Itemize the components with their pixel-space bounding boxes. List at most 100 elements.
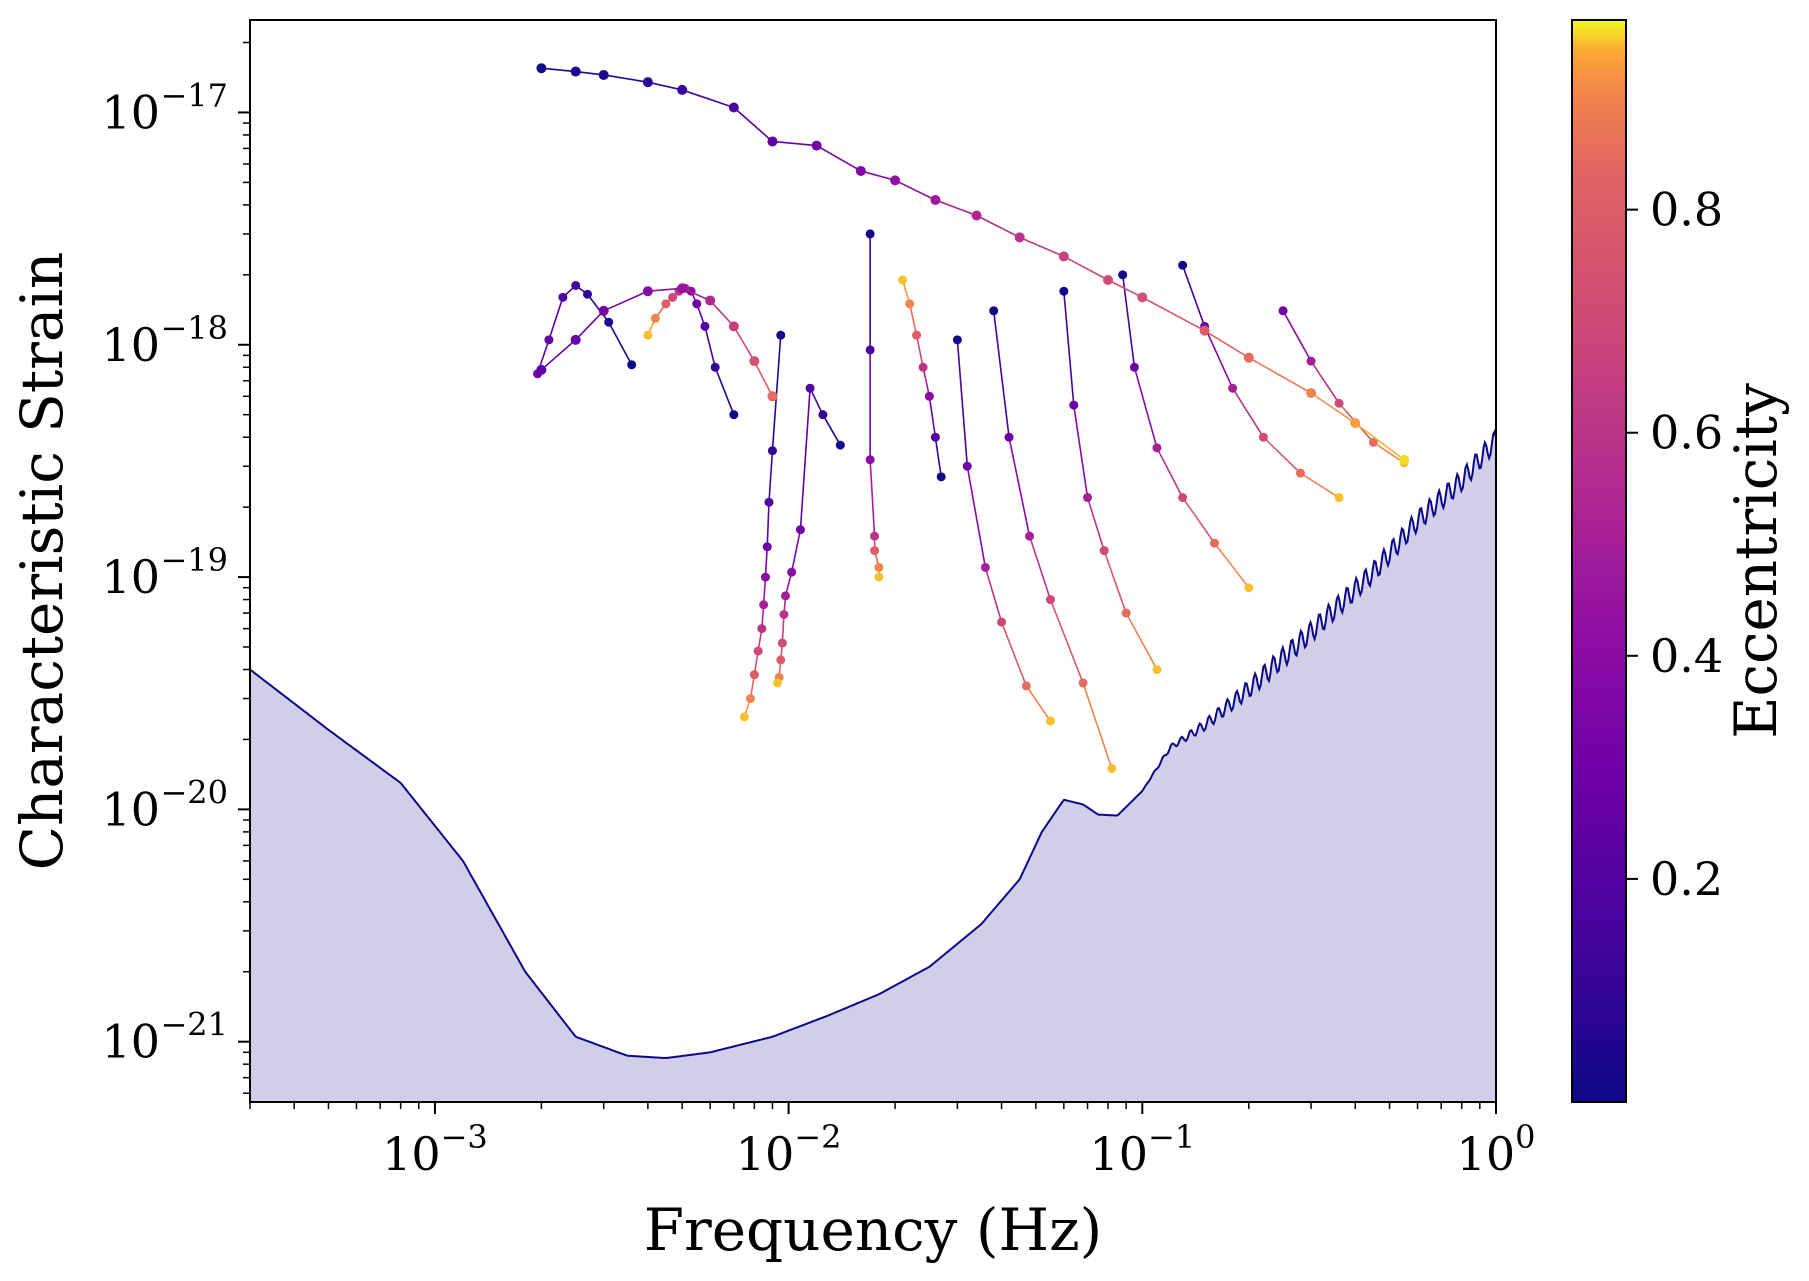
y-tick-label: 10−21 bbox=[101, 1006, 228, 1069]
track-6 bbox=[952, 335, 1055, 726]
data-point bbox=[700, 321, 710, 331]
track-segment bbox=[1231, 387, 1265, 438]
track-segment bbox=[966, 466, 987, 568]
data-point bbox=[772, 678, 782, 688]
data-point bbox=[952, 335, 962, 345]
data-point bbox=[1004, 432, 1014, 442]
envelope-upper bbox=[536, 63, 1410, 465]
data-point bbox=[739, 712, 749, 722]
data-point bbox=[930, 432, 940, 442]
x-tick-label: 10−3 bbox=[382, 1118, 488, 1181]
track-segment bbox=[733, 106, 773, 143]
track-segment bbox=[1310, 360, 1340, 404]
data-point bbox=[1152, 443, 1162, 453]
track-segment bbox=[908, 303, 918, 336]
track-segment bbox=[1063, 291, 1075, 406]
track-segment bbox=[1121, 274, 1136, 368]
data-point bbox=[865, 345, 875, 355]
data-point bbox=[1021, 681, 1031, 691]
data-point bbox=[1210, 538, 1220, 548]
data-point bbox=[924, 391, 934, 401]
track-segment bbox=[1008, 437, 1031, 537]
track-segment bbox=[790, 529, 802, 573]
data-point bbox=[865, 229, 875, 239]
data-point bbox=[661, 299, 671, 309]
track-segment bbox=[992, 310, 1010, 438]
data-point bbox=[1014, 232, 1025, 243]
x-axis: 10−3 10−2 10−1 100 bbox=[249, 1102, 1535, 1181]
track-segment bbox=[956, 339, 969, 467]
data-point bbox=[855, 165, 866, 176]
data-point bbox=[705, 295, 716, 306]
data-point bbox=[1368, 437, 1378, 447]
colorbar-tick-label: 0.2 bbox=[1650, 852, 1723, 906]
data-point bbox=[757, 624, 767, 634]
colorbar-tick-label: 0.6 bbox=[1650, 406, 1723, 460]
data-point bbox=[1334, 398, 1344, 408]
data-point bbox=[1059, 286, 1069, 296]
track-segment bbox=[1181, 264, 1206, 327]
data-point bbox=[890, 175, 901, 186]
track-0 bbox=[533, 280, 637, 379]
track-segment bbox=[1262, 436, 1302, 474]
track-8 bbox=[1059, 286, 1162, 675]
data-point bbox=[912, 330, 922, 340]
data-point bbox=[1306, 387, 1317, 398]
track-5 bbox=[898, 275, 946, 482]
track-segment bbox=[647, 287, 683, 293]
track-segment bbox=[548, 297, 564, 341]
colorbar-ticks: 0.2 0.4 0.6 0.8 bbox=[1626, 183, 1723, 906]
data-point bbox=[874, 572, 884, 582]
data-point bbox=[677, 283, 688, 294]
track-segment bbox=[1282, 310, 1312, 362]
y-tick-label: 10−20 bbox=[101, 773, 228, 836]
data-point bbox=[728, 321, 739, 332]
track-segment bbox=[1125, 612, 1158, 670]
data-point bbox=[710, 362, 720, 372]
track-segment bbox=[1000, 621, 1028, 687]
track-segment bbox=[771, 335, 782, 451]
track-segment bbox=[603, 74, 649, 83]
track-segment bbox=[915, 334, 924, 368]
data-point bbox=[971, 210, 982, 221]
data-point bbox=[570, 66, 581, 77]
data-point bbox=[767, 446, 777, 456]
data-point bbox=[583, 289, 593, 299]
data-point bbox=[728, 102, 739, 113]
track-segment bbox=[934, 437, 942, 477]
track-segment bbox=[809, 387, 824, 416]
data-point bbox=[1083, 493, 1093, 503]
data-point bbox=[1178, 493, 1188, 503]
sensitivity-curve bbox=[250, 429, 1496, 1059]
track-segment bbox=[1019, 236, 1065, 258]
data-point bbox=[692, 299, 702, 309]
data-point bbox=[536, 364, 547, 375]
track-segment bbox=[1181, 497, 1216, 544]
y-tick-label: 10−18 bbox=[101, 309, 228, 372]
track-segment bbox=[681, 89, 735, 109]
track-segment bbox=[762, 577, 767, 605]
track-segment bbox=[1049, 599, 1084, 684]
x-tick-label: 10−2 bbox=[736, 1118, 842, 1181]
data-point bbox=[1118, 270, 1128, 280]
track-segment bbox=[1354, 422, 1405, 461]
data-point bbox=[1278, 306, 1288, 316]
colorbar-tick-label: 0.4 bbox=[1650, 629, 1723, 683]
data-point bbox=[989, 306, 999, 316]
track-segment bbox=[922, 367, 931, 397]
track-segment bbox=[799, 388, 811, 530]
track-segment bbox=[733, 325, 756, 362]
data-point bbox=[627, 360, 637, 370]
track-segment bbox=[1028, 535, 1052, 600]
track-segment bbox=[869, 459, 876, 537]
track-9 bbox=[1118, 270, 1254, 593]
track-3 bbox=[772, 383, 845, 688]
track-segment bbox=[1103, 550, 1127, 614]
data-point bbox=[776, 655, 786, 665]
data-point bbox=[759, 600, 769, 610]
data-point bbox=[1025, 531, 1035, 541]
data-point bbox=[1399, 454, 1410, 465]
data-point bbox=[764, 497, 774, 507]
y-tick-label: 10−17 bbox=[101, 76, 228, 139]
